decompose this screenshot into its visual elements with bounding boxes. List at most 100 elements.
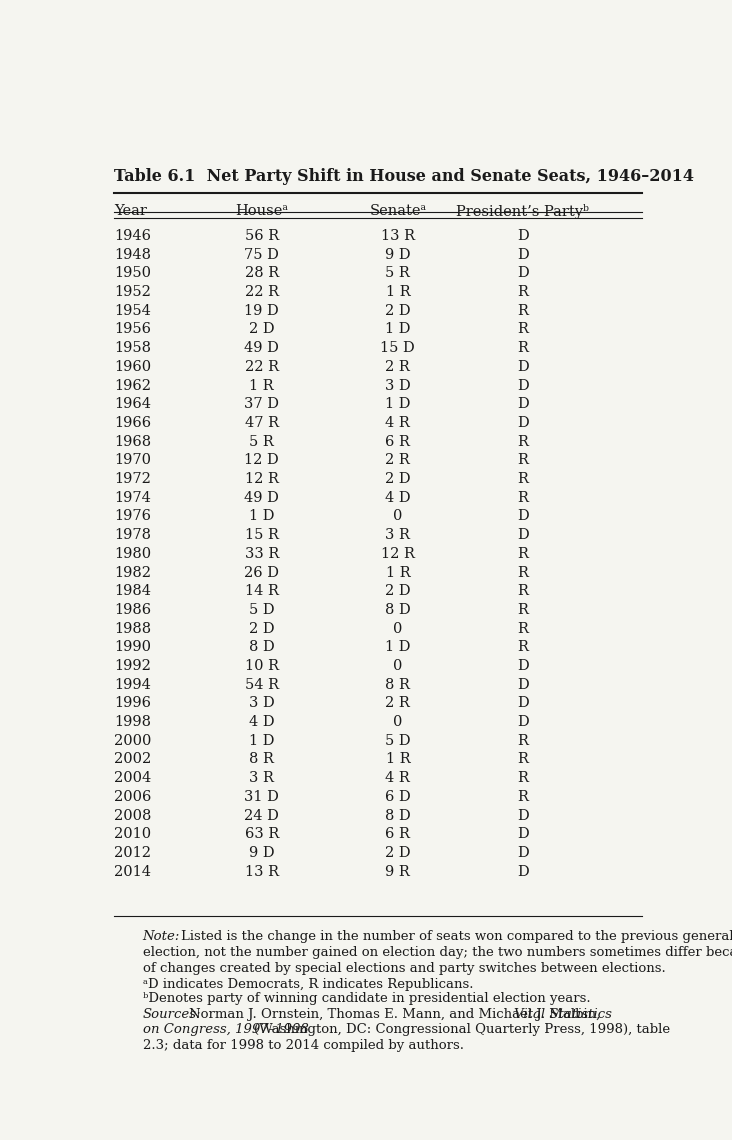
Text: 15 D: 15 D <box>381 341 415 356</box>
Text: 1980: 1980 <box>114 547 152 561</box>
Text: 2012: 2012 <box>114 846 152 860</box>
Text: 3 D: 3 D <box>249 697 274 710</box>
Text: 5 R: 5 R <box>386 267 410 280</box>
Text: 49 D: 49 D <box>244 490 279 505</box>
Text: Year: Year <box>114 204 147 218</box>
Text: 13 R: 13 R <box>381 229 415 243</box>
Text: 2 D: 2 D <box>385 303 411 318</box>
Text: 1968: 1968 <box>114 434 152 449</box>
Text: 54 R: 54 R <box>244 677 279 692</box>
Text: 1990: 1990 <box>114 641 152 654</box>
Text: R: R <box>518 752 528 766</box>
Text: 1956: 1956 <box>114 323 152 336</box>
Text: Note:: Note: <box>143 930 180 943</box>
Text: 2004: 2004 <box>114 771 152 785</box>
Text: R: R <box>518 547 528 561</box>
Text: 2 D: 2 D <box>249 323 274 336</box>
Text: 4 D: 4 D <box>249 715 274 730</box>
Text: 4 R: 4 R <box>386 771 410 785</box>
Text: 22 R: 22 R <box>244 360 279 374</box>
Text: 5 D: 5 D <box>385 734 411 748</box>
Text: D: D <box>517 229 529 243</box>
Text: 26 D: 26 D <box>244 565 279 579</box>
Text: D: D <box>517 397 529 412</box>
Text: D: D <box>517 528 529 543</box>
Text: R: R <box>518 323 528 336</box>
Text: 1992: 1992 <box>114 659 151 673</box>
Text: President’s Partyᵇ: President’s Partyᵇ <box>456 204 589 219</box>
Text: 0: 0 <box>393 715 403 730</box>
Text: 49 D: 49 D <box>244 341 279 356</box>
Text: 19 D: 19 D <box>244 303 279 318</box>
Text: 2010: 2010 <box>114 828 152 841</box>
Text: Senateᵃ: Senateᵃ <box>369 204 427 218</box>
Text: R: R <box>518 454 528 467</box>
Text: 1984: 1984 <box>114 584 152 599</box>
Text: D: D <box>517 715 529 730</box>
Text: 2 D: 2 D <box>249 621 274 636</box>
Text: 5 R: 5 R <box>250 434 274 449</box>
Text: 2 R: 2 R <box>386 360 410 374</box>
Text: 3 R: 3 R <box>386 528 410 543</box>
Text: 0: 0 <box>393 659 403 673</box>
Text: 1 R: 1 R <box>386 752 410 766</box>
Text: 1978: 1978 <box>114 528 152 543</box>
Text: 75 D: 75 D <box>244 247 279 262</box>
Text: D: D <box>517 267 529 280</box>
Text: 8 D: 8 D <box>385 603 411 617</box>
Text: 31 D: 31 D <box>244 790 279 804</box>
Text: 2006: 2006 <box>114 790 152 804</box>
Text: 1 D: 1 D <box>385 323 411 336</box>
Text: R: R <box>518 565 528 579</box>
Text: 1946: 1946 <box>114 229 152 243</box>
Text: of changes created by special elections and party switches between elections.: of changes created by special elections … <box>143 962 665 975</box>
Text: 3 R: 3 R <box>250 771 274 785</box>
Text: 8 R: 8 R <box>386 677 410 692</box>
Text: 8 D: 8 D <box>249 641 274 654</box>
Text: R: R <box>518 771 528 785</box>
Text: Sources:: Sources: <box>143 1008 201 1020</box>
Text: D: D <box>517 864 529 879</box>
Text: D: D <box>517 846 529 860</box>
Text: D: D <box>517 659 529 673</box>
Text: D: D <box>517 416 529 430</box>
Text: 10 R: 10 R <box>244 659 279 673</box>
Text: 5 D: 5 D <box>249 603 274 617</box>
Text: 2014: 2014 <box>114 864 152 879</box>
Text: D: D <box>517 510 529 523</box>
Text: D: D <box>517 828 529 841</box>
Text: 63 R: 63 R <box>244 828 279 841</box>
Text: R: R <box>518 641 528 654</box>
Text: 15 R: 15 R <box>244 528 279 543</box>
Text: R: R <box>518 603 528 617</box>
Text: 4 R: 4 R <box>386 416 410 430</box>
Text: Table 6.1  Net Party Shift in House and Senate Seats, 1946–2014: Table 6.1 Net Party Shift in House and S… <box>114 168 694 185</box>
Text: 1972: 1972 <box>114 472 151 486</box>
Text: 12 R: 12 R <box>381 547 415 561</box>
Text: 2 D: 2 D <box>385 846 411 860</box>
Text: 1 D: 1 D <box>249 734 274 748</box>
Text: 2.3; data for 1998 to 2014 compiled by authors.: 2.3; data for 1998 to 2014 compiled by a… <box>143 1040 463 1052</box>
Text: 2 D: 2 D <box>385 472 411 486</box>
Text: 2002: 2002 <box>114 752 152 766</box>
Text: R: R <box>518 434 528 449</box>
Text: 2000: 2000 <box>114 734 152 748</box>
Text: 1988: 1988 <box>114 621 152 636</box>
Text: 1 D: 1 D <box>249 510 274 523</box>
Text: 56 R: 56 R <box>244 229 279 243</box>
Text: D: D <box>517 247 529 262</box>
Text: 9 R: 9 R <box>386 864 410 879</box>
Text: Listed is the change in the number of seats won compared to the previous general: Listed is the change in the number of se… <box>181 930 732 943</box>
Text: 2 R: 2 R <box>386 697 410 710</box>
Text: R: R <box>518 285 528 299</box>
Text: R: R <box>518 341 528 356</box>
Text: 1958: 1958 <box>114 341 152 356</box>
Text: 1996: 1996 <box>114 697 152 710</box>
Text: 8 D: 8 D <box>385 808 411 823</box>
Text: 33 R: 33 R <box>244 547 279 561</box>
Text: 1964: 1964 <box>114 397 152 412</box>
Text: 1950: 1950 <box>114 267 152 280</box>
Text: 1 D: 1 D <box>385 397 411 412</box>
Text: 8 R: 8 R <box>250 752 274 766</box>
Text: R: R <box>518 790 528 804</box>
